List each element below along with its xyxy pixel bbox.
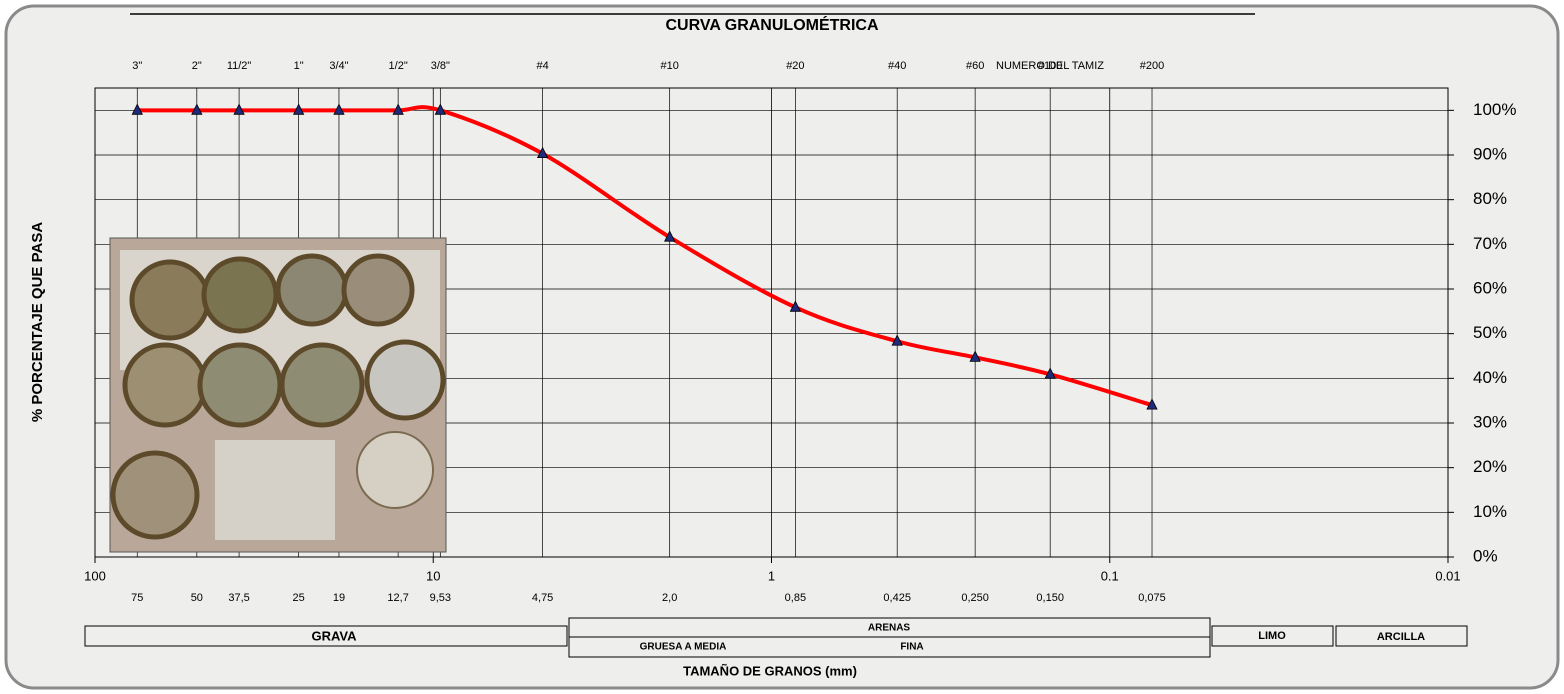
y-tick-label: 60%	[1473, 278, 1507, 297]
size-tick-label: 19	[333, 592, 345, 604]
sieve-axis-label: NUMERO DEL TAMIZ	[996, 60, 1104, 72]
y-tick-label: 40%	[1473, 368, 1507, 387]
chart-title: CURVA GRANULOMÉTRICA	[665, 15, 878, 34]
sieve-tick-label: #4	[536, 60, 548, 72]
sieve-tick-label: #10	[660, 60, 678, 72]
size-tick-label: 0,075	[1138, 592, 1166, 604]
data-point	[392, 103, 404, 115]
x-tick-label: 1	[768, 568, 775, 583]
data-point	[131, 103, 143, 115]
soil-class: ARCILLA	[1377, 631, 1425, 643]
sieve-tick-label: 3/8"	[431, 60, 450, 72]
size-tick-label: 0,250	[961, 592, 989, 604]
y-tick-label: 0%	[1473, 546, 1498, 565]
data-point	[1146, 398, 1158, 410]
y-tick-label: 80%	[1473, 189, 1507, 208]
size-tick-label: 25	[293, 592, 305, 604]
sieve-tick-label: 11/2"	[227, 60, 252, 72]
sieve-tick-label: 3/4"	[329, 60, 348, 72]
y-tick-label: 100%	[1473, 100, 1516, 119]
soil-class: ARENAS	[868, 623, 911, 634]
marks	[131, 103, 1158, 410]
sieve-tick-label: #200	[1140, 60, 1164, 72]
data-point	[664, 230, 676, 242]
sieve-tick-label: 1/2"	[389, 60, 408, 72]
y-tick-label: 50%	[1473, 323, 1507, 342]
soil-class: GRAVA	[311, 628, 357, 643]
size-tick-label: 0,85	[785, 592, 806, 604]
x-tick-label: 0.1	[1101, 568, 1119, 583]
soil-classification: GRAVA ARENAS GRUESA A MEDIA FINA LIMO AR…	[84, 617, 1468, 658]
soil-class: FINA	[900, 642, 923, 653]
sieve-tick-label: #20	[786, 60, 804, 72]
data-point	[789, 300, 802, 312]
y-axis-label: % PORCENTAJE QUE PASA	[29, 222, 46, 422]
data-point	[536, 146, 549, 159]
y-tick-label: 90%	[1473, 144, 1507, 163]
size-tick-label: 37,5	[228, 592, 249, 604]
data-point	[434, 103, 446, 115]
data-point	[292, 103, 305, 115]
sieve-tick-label: #60	[966, 60, 984, 72]
data-point	[233, 103, 245, 115]
x-tick-label: 0.01	[1435, 568, 1460, 583]
size-tick-label: 0,425	[883, 592, 911, 604]
size-tick-label: 0,150	[1036, 592, 1064, 604]
soil-class: LIMO	[1258, 630, 1286, 642]
sieve-tick-label: 2"	[192, 60, 202, 72]
soil-class: GRUESA A MEDIA	[640, 642, 727, 653]
size-tick-label: 12,7	[387, 592, 408, 604]
data-point	[969, 350, 981, 362]
sieve-tick-label: 3"	[132, 60, 142, 72]
x-axis-label: TAMAÑO DE GRANOS (mm)	[683, 663, 857, 678]
size-tick-label: 75	[131, 592, 143, 604]
size-tick-label: 9,53	[430, 592, 451, 604]
sieve-tick-label: #100	[1038, 60, 1062, 72]
size-tick-label: 4,75	[532, 592, 553, 604]
size-tick-label: 50	[191, 592, 203, 604]
data-point	[333, 103, 345, 115]
x-tick-label: 10	[426, 568, 440, 583]
data-point	[191, 103, 203, 115]
sieve-tick-label: #40	[888, 60, 906, 72]
data-point	[891, 334, 903, 346]
y-tick-label: 70%	[1473, 234, 1507, 253]
y-tick-label: 20%	[1473, 457, 1507, 476]
data-point	[1044, 367, 1056, 379]
sieve-photo	[109, 237, 447, 553]
size-tick-label: 2,0	[662, 592, 677, 604]
sieve-tick-label: 1"	[294, 60, 304, 72]
y-tick-label: 10%	[1473, 502, 1507, 521]
y-tick-label: 30%	[1473, 412, 1507, 431]
x-tick-label: 100	[84, 568, 106, 583]
